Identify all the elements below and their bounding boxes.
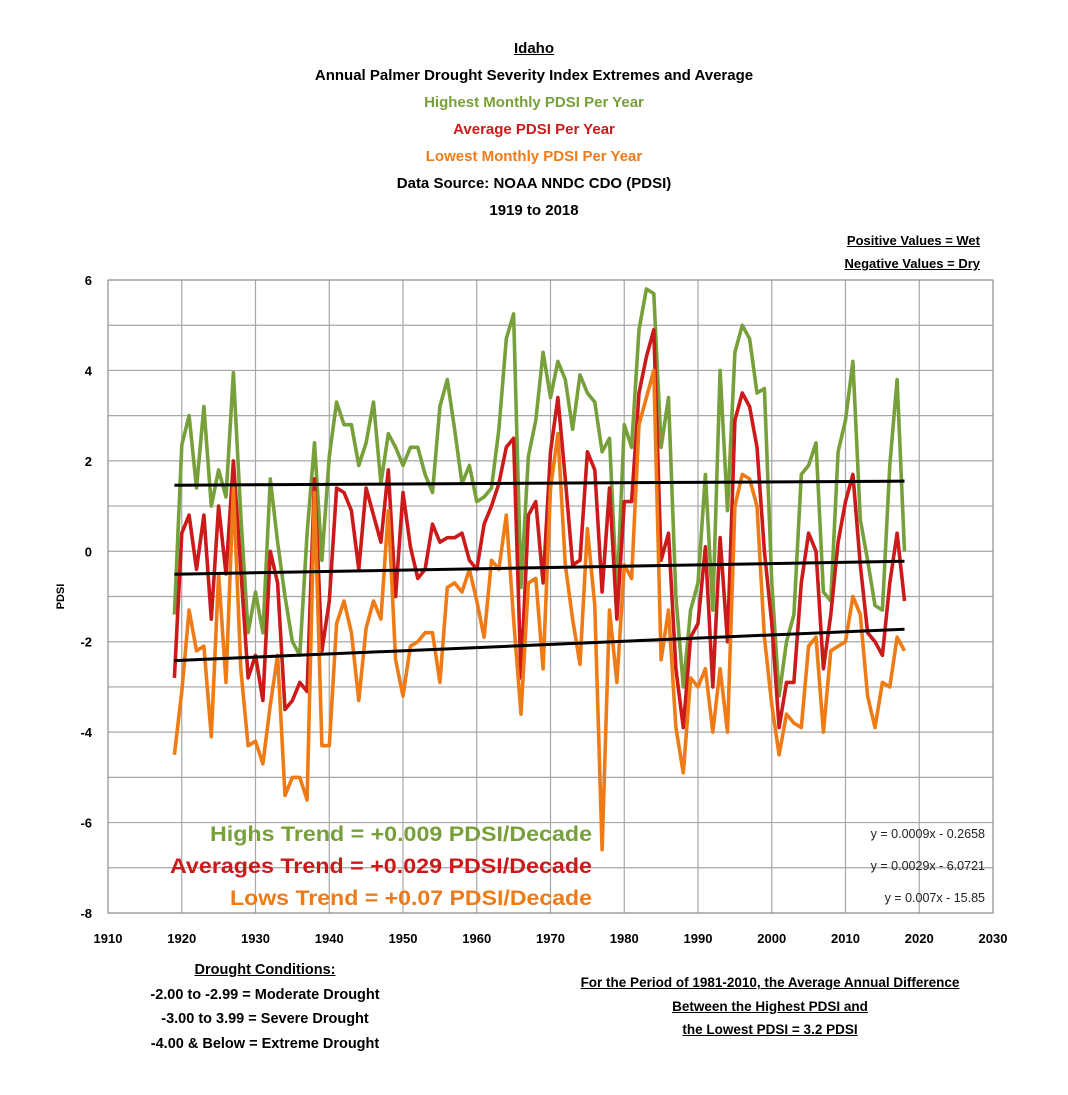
y-tick-label: 0	[85, 544, 92, 559]
x-tick-label: 2000	[757, 931, 786, 946]
x-tick-label: 1950	[389, 931, 418, 946]
x-tick-label: 1990	[684, 931, 713, 946]
difference-line: Between the Highest PDSI and	[672, 998, 868, 1014]
chart-title: Idaho	[514, 40, 554, 57]
trendline-avg	[174, 559, 905, 576]
y-tick-label: 6	[85, 273, 92, 288]
subtitle-average: Average PDSI Per Year	[453, 121, 615, 138]
x-tick-label: 2020	[905, 931, 934, 946]
series-line-avg	[172, 327, 907, 730]
trend-label-highs: Highs Trend = +0.009 PDSI/Decade	[210, 823, 592, 846]
series-line-highs	[172, 287, 907, 698]
subtitle-highs: Highest Monthly PDSI Per Year	[424, 94, 644, 111]
drought-conditions: Drought Conditions: -2.00 to -2.99 = Mod…	[110, 958, 420, 1056]
x-tick-label: 1940	[315, 931, 344, 946]
subtitle-lows: Lowest Monthly PDSI Per Year	[425, 148, 643, 165]
drought-line: -2.00 to -2.99 = Moderate Drought	[150, 986, 380, 1003]
x-tick-label: 1970	[536, 931, 565, 946]
drought-title: Drought Conditions:	[194, 962, 336, 978]
trend-equation-lows: y = 0.007x - 15.85	[885, 891, 985, 905]
chart-subtitle: Annual Palmer Drought Severity Index Ext…	[314, 67, 754, 84]
x-tick-label: 2010	[831, 931, 860, 946]
period: 1919 to 2018	[489, 202, 579, 219]
x-tick-label: 1960	[462, 931, 491, 946]
y-tick-label: -8	[80, 906, 92, 921]
difference-line: the Lowest PDSI = 3.2 PDSI	[682, 1022, 858, 1037]
trend-equation-highs: y = 0.0009x - 0.2658	[871, 827, 985, 841]
data-source: Data Source: NOAA NNDC CDO (PDSI)	[396, 175, 672, 192]
y-tick-label: 4	[85, 363, 93, 378]
trendline-highs	[174, 479, 905, 487]
x-tick-label: 1930	[241, 931, 270, 946]
plot-area-border	[107, 279, 994, 914]
y-tick-label: -6	[80, 816, 92, 831]
difference-line: For the Period of 1981-2010, the Average…	[580, 975, 960, 990]
y-axis-label: PDSI	[55, 584, 67, 610]
y-tick-label: -4	[80, 725, 92, 740]
y-tick-label: 2	[85, 454, 92, 469]
x-tick-label: 1980	[610, 931, 639, 946]
note-positive: Positive Values = Wet	[846, 233, 980, 248]
x-tick-label: 1910	[94, 931, 123, 946]
drought-line: -4.00 & Below = Extreme Drought	[150, 1035, 380, 1052]
y-tick-label: -2	[80, 635, 92, 650]
difference-note: For the Period of 1981-2010, the Average…	[520, 971, 1020, 1042]
x-tick-label: 1920	[167, 931, 196, 946]
trendline-lows	[174, 627, 905, 663]
x-tick-label: 2030	[979, 931, 1008, 946]
note-negative: Negative Values = Dry	[844, 256, 981, 271]
drought-line: -3.00 to 3.99 = Severe Drought	[161, 1011, 369, 1027]
series-line-lows	[172, 368, 907, 852]
trend-equation-avg: y = 0.0029x - 6.0721	[871, 859, 985, 873]
trend-label-avg: Averages Trend = +0.029 PDSI/Decade	[170, 855, 592, 878]
trend-label-lows: Lows Trend = +0.07 PDSI/Decade	[230, 887, 592, 910]
